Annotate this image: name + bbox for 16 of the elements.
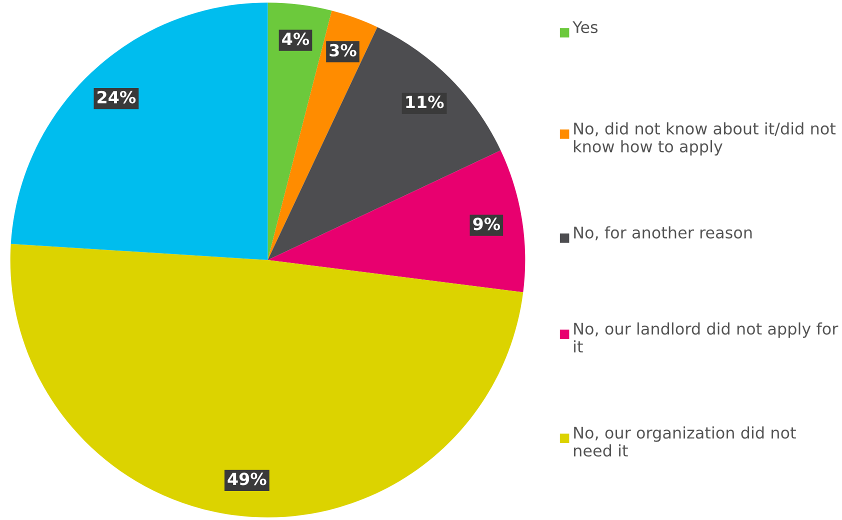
- legend-label: No, did not know about it/did not know how to apply: [574, 122, 836, 156]
- data-label: 9%: [473, 218, 500, 230]
- pie-slice: [268, 27, 501, 260]
- pie-slice: [10, 2, 268, 260]
- legend-label: Yes: [572, 21, 598, 34]
- pie-slice: [268, 10, 378, 260]
- pie-slice: [268, 150, 526, 292]
- data-label: 49%: [228, 472, 266, 486]
- data-label: 4%: [282, 32, 310, 46]
- data-label: 11%: [406, 96, 444, 108]
- data-label: 24%: [98, 90, 136, 104]
- pie-slice: [10, 244, 524, 518]
- data-label: 3%: [330, 44, 356, 57]
- legend-label: No, our organization did not need it: [574, 426, 796, 457]
- legend-label: No, for another reason: [574, 226, 752, 240]
- legend-label: No, our landlord did not apply for it: [574, 322, 838, 352]
